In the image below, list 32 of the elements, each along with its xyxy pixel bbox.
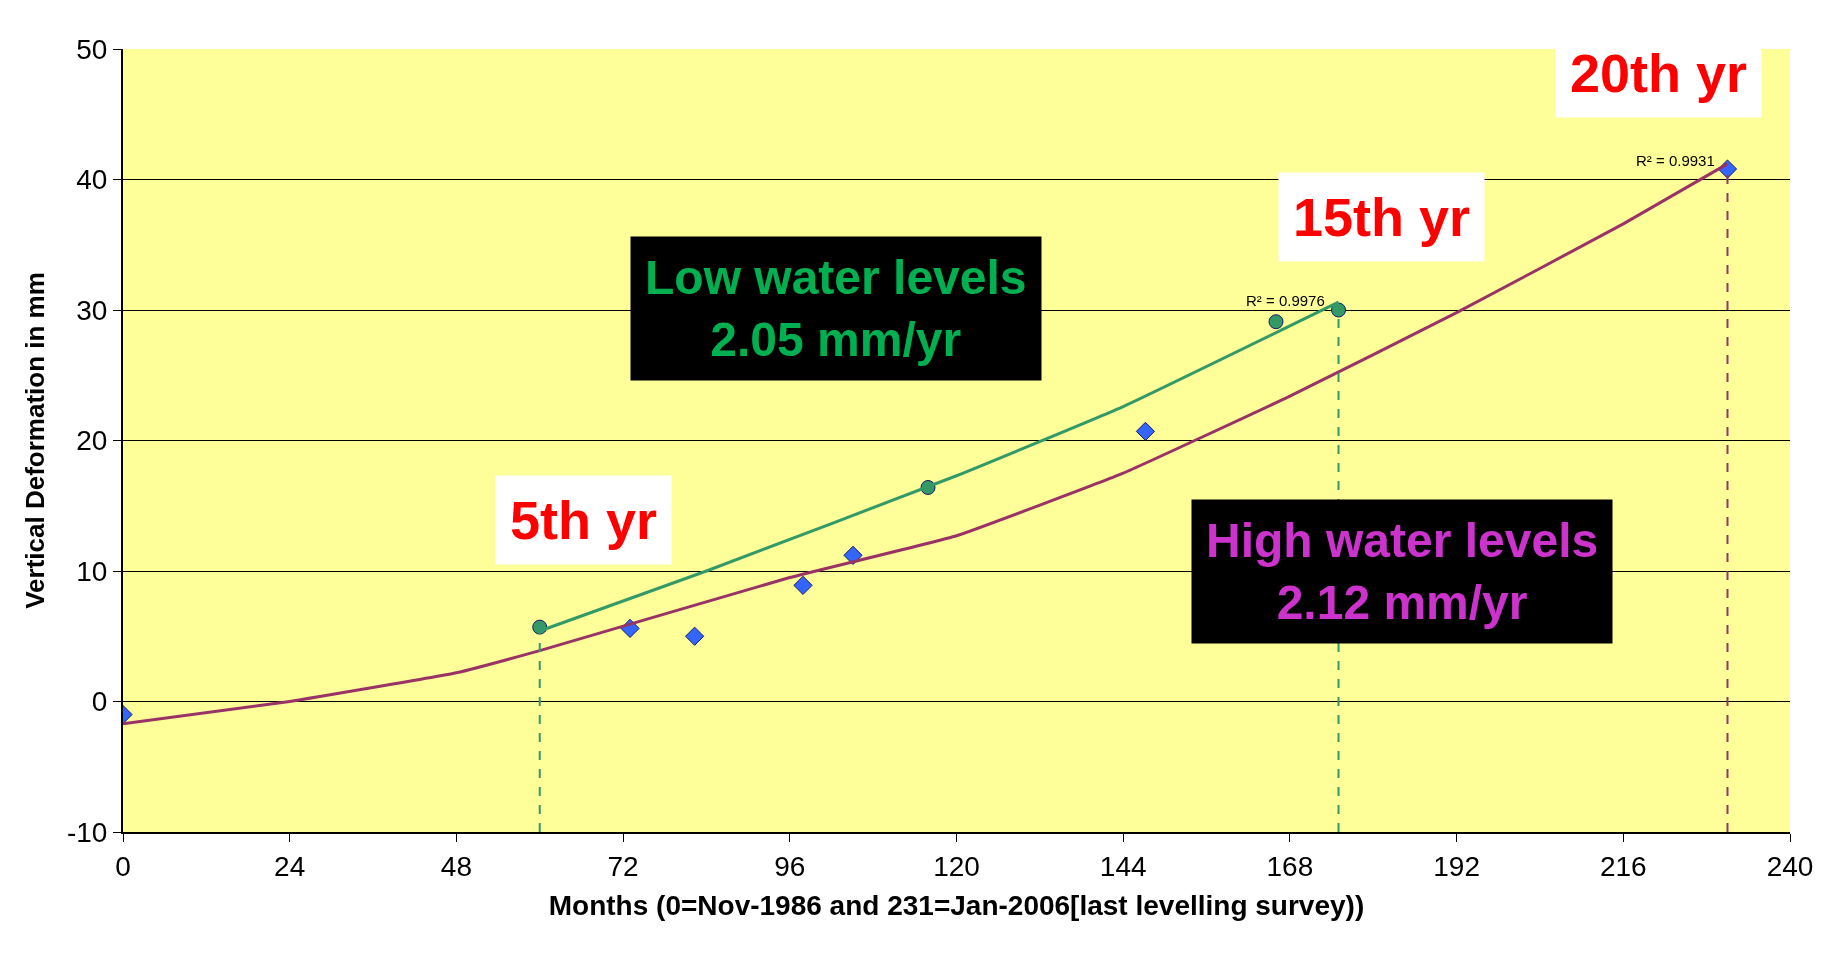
annotation: 5th yr: [510, 490, 658, 550]
point: [1135, 421, 1156, 441]
x-tick-label: 96: [774, 850, 806, 882]
x-axis-title: Months (0=Nov-1986 and 231=Jan-2006[last levelling survey)): [548, 890, 1365, 922]
x-tick-label: 0: [115, 850, 131, 882]
x-tick-label: 72: [607, 850, 639, 882]
y-tick-label: 50: [76, 33, 108, 65]
y-tick-label: 30: [76, 294, 108, 326]
x-tick-label: 144: [1099, 850, 1147, 882]
annotation: 15th yr: [1293, 187, 1471, 247]
y-tick-label: 10: [76, 555, 108, 587]
x-tick-label: 48: [440, 850, 472, 882]
y-tick-label: 40: [76, 164, 108, 196]
point: [1268, 314, 1284, 330]
x-tick-label: 216: [1599, 850, 1647, 882]
annotation: Low water levels 2.05 mm/yr: [645, 251, 1027, 367]
x-tick-label: 24: [274, 850, 306, 882]
annotation: R² = 0.9931: [1636, 152, 1715, 169]
point: [793, 575, 813, 595]
y-tick-label: 0: [91, 686, 108, 718]
y-tick-label: -10: [66, 816, 108, 848]
point: [1331, 302, 1347, 318]
point: [685, 626, 705, 646]
annotation: 20th yr: [1570, 43, 1748, 103]
y-tick-label: 20: [76, 425, 108, 457]
y-axis-title: Vertical Deformation in mm: [19, 272, 50, 609]
x-tick-label: 120: [933, 850, 980, 882]
x-tick-label: 192: [1433, 850, 1480, 882]
x-tick-label: 168: [1266, 850, 1314, 882]
annotation: R² = 0.9976: [1246, 292, 1325, 309]
x-tick-label: 240: [1766, 850, 1814, 882]
annotation: High water levels 2.12 mm/yr: [1206, 514, 1599, 630]
